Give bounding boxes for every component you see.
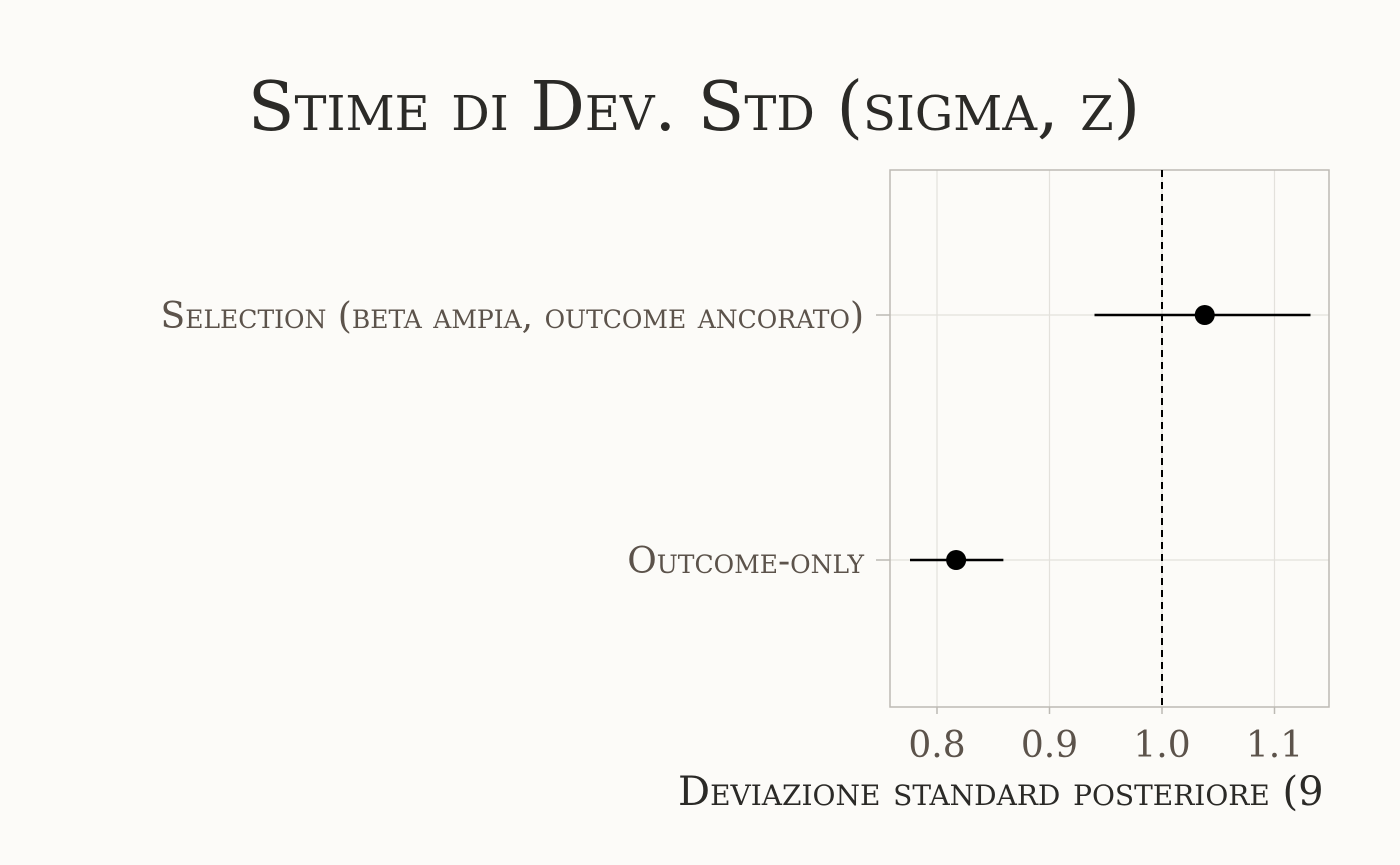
- x-tick-label: 1.1: [1246, 725, 1303, 766]
- marks-layer: [910, 305, 1311, 570]
- point-estimate: [1194, 305, 1215, 325]
- chart-title: Stime di Dev. Std (sigma, z): [248, 68, 1140, 147]
- x-tick-label: 1.0: [1133, 725, 1190, 766]
- y-tick-label: Outcome-only: [627, 541, 864, 582]
- point-estimate: [946, 550, 967, 570]
- x-tick-label: 0.8: [908, 725, 965, 766]
- plot-panel-frame: [889, 169, 1330, 708]
- y-tick-label: Selection (beta ampia, outcome ancorato): [161, 296, 864, 337]
- x-tick-label: 0.9: [1021, 725, 1078, 766]
- x-axis-label: Deviazione standard posteriore (9: [678, 769, 1324, 815]
- x-axis: 0.8 0.9 1.0 1.1: [908, 707, 1303, 766]
- y-axis: Selection (beta ampia, outcome ancorato)…: [161, 296, 890, 582]
